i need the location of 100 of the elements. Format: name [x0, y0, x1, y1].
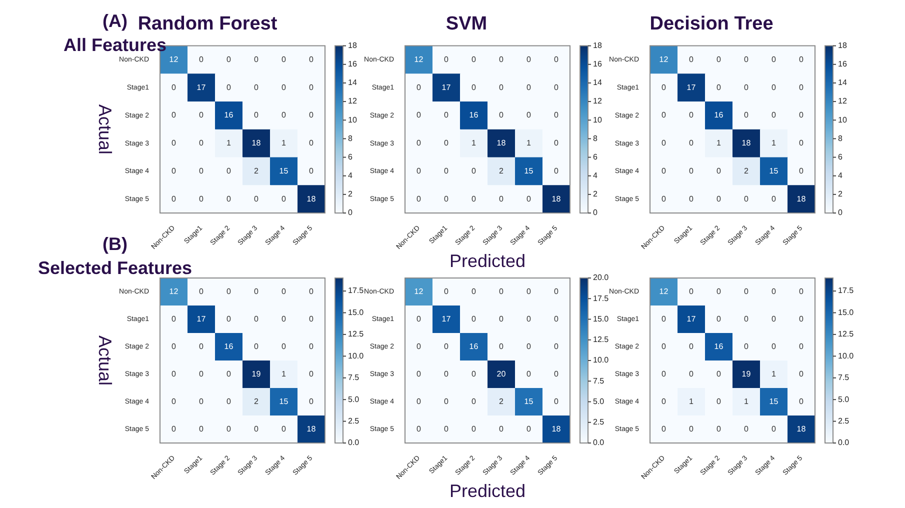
color-bar-label: 12.5	[838, 330, 854, 339]
data-label: 0	[472, 424, 477, 434]
data-label: 0	[689, 286, 694, 296]
data-label: 0	[472, 194, 477, 204]
color-bar-label: 16	[593, 60, 602, 69]
data-label: 0	[226, 194, 232, 204]
data-label: 0	[744, 286, 750, 296]
data-label: 0	[526, 110, 532, 120]
data-label: 0	[172, 166, 177, 176]
data-label: 0	[199, 194, 204, 204]
data-label: 0	[499, 314, 504, 324]
color-bar-label: 8	[348, 134, 353, 143]
data-label: 0	[199, 396, 204, 406]
data-label: 18	[796, 424, 806, 434]
data-label: 0	[526, 194, 532, 204]
color-bar-label: 8	[838, 134, 843, 143]
data-label: 0	[799, 110, 804, 120]
data-label: 0	[799, 138, 804, 148]
data-label: 0	[444, 110, 450, 120]
y-axis-title: Actual	[95, 335, 116, 386]
data-label: 0	[199, 424, 204, 434]
data-label: 0	[554, 138, 560, 148]
data-label: 0	[662, 166, 667, 176]
color-bar-label: 15.0	[838, 308, 854, 317]
color-bar-label: 2.5	[838, 416, 850, 426]
color-bar-label: 17.5	[593, 294, 610, 303]
data-label: 0	[309, 369, 314, 378]
data-label: 12	[169, 286, 179, 296]
data-label: 0	[172, 82, 177, 92]
chart-title: Decision Tree	[650, 14, 774, 35]
data-label: 0	[662, 314, 667, 324]
data-label: 0	[744, 194, 750, 204]
color-bar-label: 10.0	[593, 356, 610, 365]
data-label: 0	[499, 54, 504, 64]
data-label: 0	[799, 396, 804, 406]
data-label: 0	[716, 54, 722, 64]
data-label: 0	[526, 369, 532, 378]
data-label: 18	[252, 138, 262, 148]
color-bar-label: 7.5	[348, 373, 360, 382]
data-label: 0	[716, 82, 722, 92]
data-label: 18	[552, 194, 562, 204]
data-label: 0	[282, 110, 287, 120]
data-label: 0	[662, 369, 667, 378]
data-label: 1	[689, 396, 694, 406]
data-label: 0	[799, 286, 804, 296]
color-bar-label: 12	[838, 96, 848, 106]
data-label: 17	[196, 82, 206, 92]
data-label: 1	[282, 138, 287, 148]
data-label: 0	[526, 54, 532, 64]
data-label: 1	[472, 138, 477, 148]
data-label: 0	[716, 166, 722, 176]
data-label: 0	[254, 314, 260, 324]
data-label: 0	[199, 342, 204, 351]
data-label: 0	[744, 424, 750, 434]
data-label: 0	[444, 424, 450, 434]
data-label: 2	[254, 166, 260, 176]
annotation: Selected Features	[36, 257, 194, 280]
data-label: 0	[444, 54, 450, 64]
data-label: 0	[772, 194, 777, 204]
data-label: 0	[772, 424, 777, 434]
data-label: 0	[554, 166, 560, 176]
color-bar-label: 4	[593, 171, 598, 180]
data-label: 0	[199, 369, 204, 378]
data-label: 0	[526, 424, 532, 434]
data-label: 20	[496, 369, 506, 378]
data-label: 0	[472, 82, 477, 92]
data-label: 0	[226, 314, 232, 324]
color-bar-label: 12.5	[348, 330, 364, 339]
color-bar-label: 0.0	[593, 438, 605, 448]
data-label: 0	[199, 54, 204, 64]
data-label: 0	[689, 369, 694, 378]
data-label: 0	[444, 369, 450, 378]
data-label: 16	[469, 110, 479, 120]
color-bar-label: 15.0	[593, 314, 610, 324]
data-label: 0	[282, 314, 287, 324]
color-bar-label: 6	[348, 152, 353, 162]
data-label: 0	[254, 194, 260, 204]
data-label: 0	[499, 286, 504, 296]
data-label: 0	[416, 166, 422, 176]
data-label: 0	[172, 194, 177, 204]
data-label: 0	[716, 424, 722, 434]
data-label: 0	[226, 286, 232, 296]
data-label: 0	[226, 166, 232, 176]
data-label: 1	[526, 138, 532, 148]
data-label: 0	[282, 54, 287, 64]
color-bar-label: 18	[593, 41, 602, 50]
data-label: 0	[554, 396, 560, 406]
data-label: 12	[659, 54, 669, 64]
color-bar-label: 0	[348, 208, 353, 218]
data-label: 1	[772, 369, 777, 378]
data-label: 0	[689, 166, 694, 176]
data-label: 0	[744, 54, 750, 64]
data-label: 17	[442, 82, 452, 92]
data-label: 0	[416, 82, 422, 92]
color-bar-label: 5.0	[348, 394, 360, 404]
data-label: 0	[172, 424, 177, 434]
data-label: 0	[254, 286, 260, 296]
data-label: 12	[659, 286, 669, 296]
data-label: 0	[309, 396, 314, 406]
data-label: 0	[444, 342, 450, 351]
